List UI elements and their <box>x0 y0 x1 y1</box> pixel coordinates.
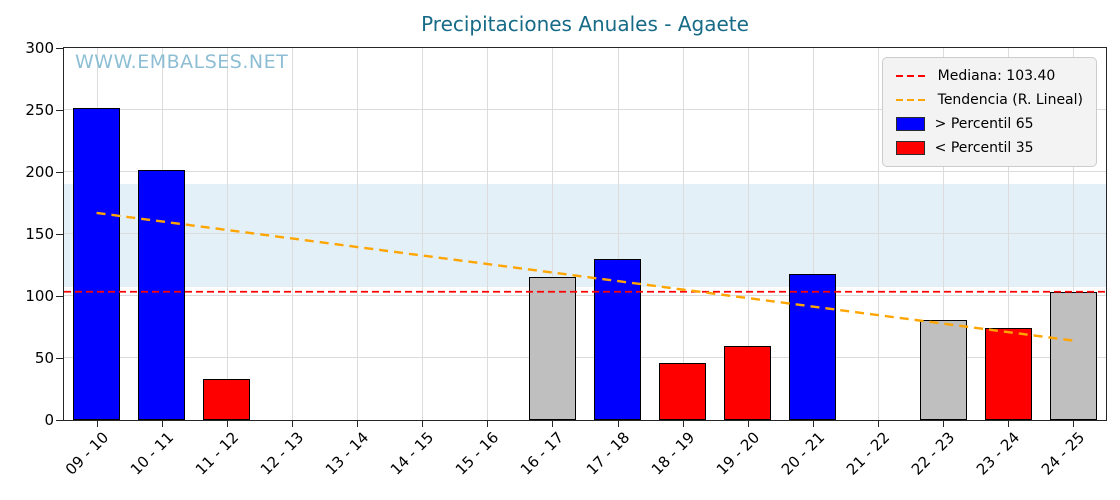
x-tick-mark <box>422 420 424 427</box>
legend-label-p35: < Percentil 35 <box>934 140 1034 156</box>
grid-line-horizontal <box>64 171 1106 172</box>
grid-line-vertical <box>422 48 424 420</box>
x-tick-mark <box>617 420 619 427</box>
y-tick-label: 100 <box>25 287 54 305</box>
y-tick-mark <box>56 296 63 297</box>
x-tick-mark <box>682 420 684 427</box>
x-tick-label: 23 - 24 <box>973 428 1024 479</box>
y-tick-mark <box>56 234 63 235</box>
percentile-band <box>64 184 1106 288</box>
grid-line-vertical <box>226 48 228 420</box>
x-tick-mark <box>226 420 228 427</box>
x-tick-label: 16 - 17 <box>517 428 568 479</box>
bar-23-24 <box>984 328 1032 420</box>
x-tick-label: 09 - 10 <box>61 428 112 479</box>
plot-area: WWW.EMBALSES.NET Mediana: 103.40 Tendenc… <box>63 47 1107 421</box>
legend-label-trend: Tendencia (R. Lineal) <box>937 92 1083 108</box>
y-tick-label: 300 <box>25 39 54 57</box>
x-tick-mark <box>1073 420 1075 427</box>
y-tick-label: 250 <box>25 101 54 119</box>
chart-title: Precipitaciones Anuales - Agaete <box>421 12 749 36</box>
x-tick-mark <box>1008 420 1010 427</box>
bar-11-12 <box>203 379 251 420</box>
x-tick-label: 22 - 23 <box>908 428 959 479</box>
x-tick-label: 24 - 25 <box>1038 428 1089 479</box>
legend: Mediana: 103.40 Tendencia (R. Lineal) > … <box>881 57 1097 167</box>
grid-line-vertical <box>487 48 489 420</box>
x-tick-mark <box>357 420 359 427</box>
legend-item-p35: < Percentil 35 <box>895 140 1083 156</box>
grid-line-vertical <box>878 48 880 420</box>
x-tick-label: 15 - 16 <box>452 428 503 479</box>
y-tick-mark <box>56 172 63 173</box>
bar-19-20 <box>724 345 772 420</box>
bar-17-18 <box>594 258 641 420</box>
x-tick-mark <box>552 420 554 427</box>
grid-line-horizontal <box>64 233 1106 234</box>
p65-swatch <box>895 117 925 131</box>
legend-item-trend: Tendencia (R. Lineal) <box>895 92 1083 108</box>
x-tick-label: 14 - 15 <box>387 428 438 479</box>
x-tick-mark <box>96 420 98 427</box>
bar-09-10 <box>73 107 120 420</box>
x-tick-label: 21 - 22 <box>842 428 894 479</box>
bar-20-21 <box>789 273 837 420</box>
median-line-swatch <box>895 75 928 77</box>
grid-line-horizontal <box>64 295 1106 296</box>
grid-line-vertical <box>1073 48 1075 420</box>
x-tick-mark <box>747 420 749 427</box>
x-tick-label: 13 - 14 <box>321 428 373 479</box>
legend-item-median: Mediana: 103.40 <box>895 68 1083 84</box>
y-tick-label: 150 <box>25 225 54 243</box>
grid-line-horizontal <box>64 109 1106 110</box>
bar-22-23 <box>919 319 967 420</box>
x-tick-label: 17 - 18 <box>582 428 633 479</box>
legend-item-p65: > Percentil 65 <box>895 116 1083 132</box>
p35-swatch <box>895 141 925 155</box>
x-tick-mark <box>487 420 489 427</box>
x-tick-mark <box>161 420 163 427</box>
x-tick-label: 11 - 12 <box>191 428 242 479</box>
y-tick-label: 0 <box>44 411 54 429</box>
bar-18-19 <box>659 362 707 420</box>
bar-24-25 <box>1049 292 1097 420</box>
x-tick-mark <box>943 420 945 427</box>
legend-label-median: Mediana: 103.40 <box>937 68 1056 84</box>
y-tick-mark <box>56 110 63 111</box>
x-tick-mark <box>812 420 814 427</box>
y-tick-label: 200 <box>25 163 54 181</box>
grid-line-vertical <box>291 48 293 420</box>
x-tick-label: 20 - 21 <box>777 428 829 479</box>
grid-line-vertical <box>357 48 359 420</box>
watermark: WWW.EMBALSES.NET <box>75 51 289 73</box>
x-tick-label: 19 - 20 <box>712 428 763 479</box>
x-tick-mark <box>878 420 880 427</box>
grid-line-horizontal <box>64 357 1106 358</box>
x-tick-label: 10 - 11 <box>126 428 177 479</box>
legend-label-p65: > Percentil 65 <box>934 116 1034 132</box>
x-tick-label: 12 - 13 <box>256 428 308 479</box>
y-tick-label: 50 <box>34 349 54 367</box>
y-tick-mark <box>56 358 63 359</box>
x-tick-mark <box>291 420 293 427</box>
y-tick-mark <box>56 420 63 421</box>
x-tick-label: 18 - 19 <box>647 428 698 479</box>
bar-16-17 <box>528 277 576 420</box>
bar-10-11 <box>138 169 186 420</box>
trend-line-swatch <box>895 99 928 101</box>
y-tick-mark <box>56 48 63 49</box>
